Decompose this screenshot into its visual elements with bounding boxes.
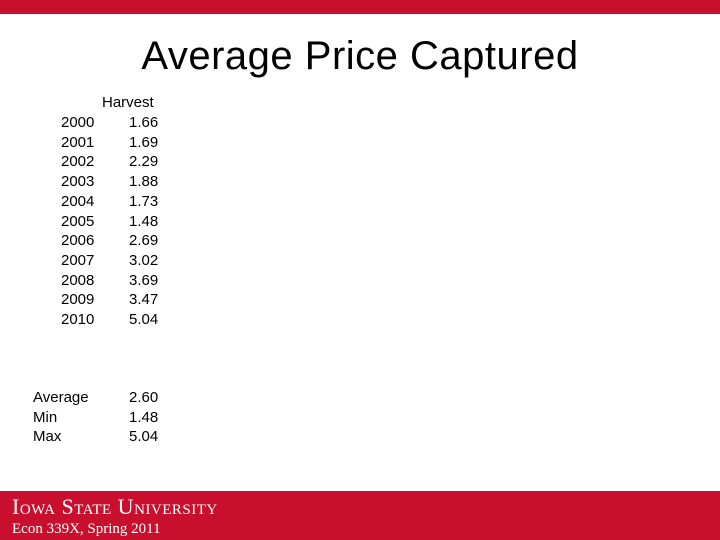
year-cell: 2007 — [61, 251, 95, 269]
stat-row-max: Max 5.04 — [0, 427, 200, 447]
year-cell: 2006 — [61, 232, 95, 250]
stat-label: Min — [33, 408, 58, 426]
table-row: 2004 1.73 — [0, 192, 200, 212]
stat-row-average: Average 2.60 — [0, 388, 200, 408]
table-row: 2008 3.69 — [0, 271, 200, 291]
column-header-harvest: Harvest — [102, 94, 154, 111]
price-cell: 1.66 — [129, 114, 159, 131]
price-cell: 1.88 — [129, 173, 159, 191]
price-cell: 1.48 — [129, 212, 159, 230]
stat-label: Max — [33, 428, 62, 445]
price-cell: 2.69 — [129, 232, 159, 250]
year-cell: 2010 — [61, 311, 95, 328]
stat-value: 1.48 — [129, 408, 159, 426]
price-cell: 1.69 — [129, 133, 159, 151]
table-row: 2007 3.02 — [0, 251, 200, 271]
price-cell: 2.29 — [129, 153, 159, 171]
table-row: 2006 2.69 — [0, 231, 200, 251]
year-cell: 2002 — [61, 153, 95, 171]
price-cell: 3.69 — [129, 271, 159, 289]
year-cell: 2001 — [61, 133, 95, 151]
stat-label: Average — [33, 389, 89, 406]
year-cell: 2000 — [61, 114, 95, 131]
stat-value: 5.04 — [129, 428, 159, 445]
top-accent-bar — [0, 0, 720, 14]
year-cell: 2003 — [61, 173, 95, 191]
stat-value: 2.60 — [129, 389, 159, 406]
table-row: 2009 3.47 — [0, 290, 200, 310]
year-cell: 2008 — [61, 271, 95, 289]
slide-title: Average Price Captured — [141, 34, 579, 78]
year-cell: 2009 — [61, 291, 95, 309]
price-cell: 3.02 — [129, 251, 159, 269]
university-wordmark: Iowa State University — [12, 494, 218, 519]
price-cell: 1.73 — [129, 192, 159, 210]
price-cell: 5.04 — [129, 311, 159, 328]
course-label: Econ 339X, Spring 2011 — [12, 521, 161, 537]
table-row: 2003 1.88 — [0, 172, 200, 192]
year-cell: 2004 — [61, 192, 95, 210]
table-row: 2005 1.48 — [0, 212, 200, 232]
table-row: 2002 2.29 — [0, 152, 200, 172]
footer-bar: Iowa State University Econ 339X, Spring … — [0, 491, 720, 540]
table-row: 2001 1.69 — [0, 133, 200, 153]
stat-row-min: Min 1.48 — [0, 408, 200, 428]
year-cell: 2005 — [61, 212, 95, 230]
price-cell: 3.47 — [129, 291, 159, 309]
table-row: 2010 5.04 — [0, 310, 200, 330]
table-row: 2000 1.66 — [0, 113, 200, 133]
